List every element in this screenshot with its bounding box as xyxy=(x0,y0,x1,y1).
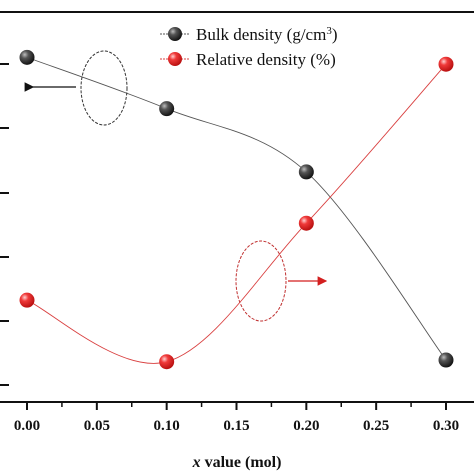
series-1-point-3 xyxy=(438,56,454,72)
x-tick-label-3: 0.15 xyxy=(223,418,249,434)
legend-item-relative-density: Relative density (%) xyxy=(160,50,336,69)
legend-item-bulk-density: Bulk density (g/cm3) xyxy=(160,25,338,44)
series-0-point-2 xyxy=(298,164,314,180)
x-tick-label-4: 0.20 xyxy=(293,418,319,434)
series-0-point-3 xyxy=(438,352,454,368)
series-0-point-0 xyxy=(19,49,35,65)
bulk-density-axis-indicator xyxy=(24,50,128,126)
x-axis-title: x value (mol) xyxy=(192,454,282,471)
x-tick-label-5: 0.25 xyxy=(363,418,389,434)
series-line-0 xyxy=(26,56,447,361)
series-line-1 xyxy=(26,63,447,364)
x-tick-label-1: 0.05 xyxy=(84,418,110,434)
series-lines xyxy=(26,56,447,364)
relative-density-ellipse xyxy=(235,240,287,322)
left-axis-ticks xyxy=(0,63,9,386)
x-axis-ticks xyxy=(26,402,447,410)
legend-marker-red xyxy=(168,52,182,66)
relative-density-axis-indicator xyxy=(235,240,328,322)
x-tick-label-0: 0.00 xyxy=(14,418,40,434)
series-1-point-0 xyxy=(19,292,35,308)
x-axis-tick-labels: 0.00 0.05 0.10 0.15 0.20 0.25 0.30 xyxy=(14,418,459,434)
series-points xyxy=(19,49,454,370)
x-tick-label-6: 0.30 xyxy=(433,418,459,434)
legend-label-bulk-density: Bulk density (g/cm3) xyxy=(196,25,338,44)
bulk-density-ellipse xyxy=(80,50,128,126)
x-tick-label-2: 0.10 xyxy=(154,418,180,434)
series-0-point-1 xyxy=(159,101,175,117)
legend-label-relative-density: Relative density (%) xyxy=(196,50,336,69)
series-1-point-2 xyxy=(298,215,314,231)
legend: Bulk density (g/cm3) Relative density (%… xyxy=(160,25,338,69)
legend-marker-black xyxy=(168,27,182,41)
series-1-point-1 xyxy=(159,354,175,370)
